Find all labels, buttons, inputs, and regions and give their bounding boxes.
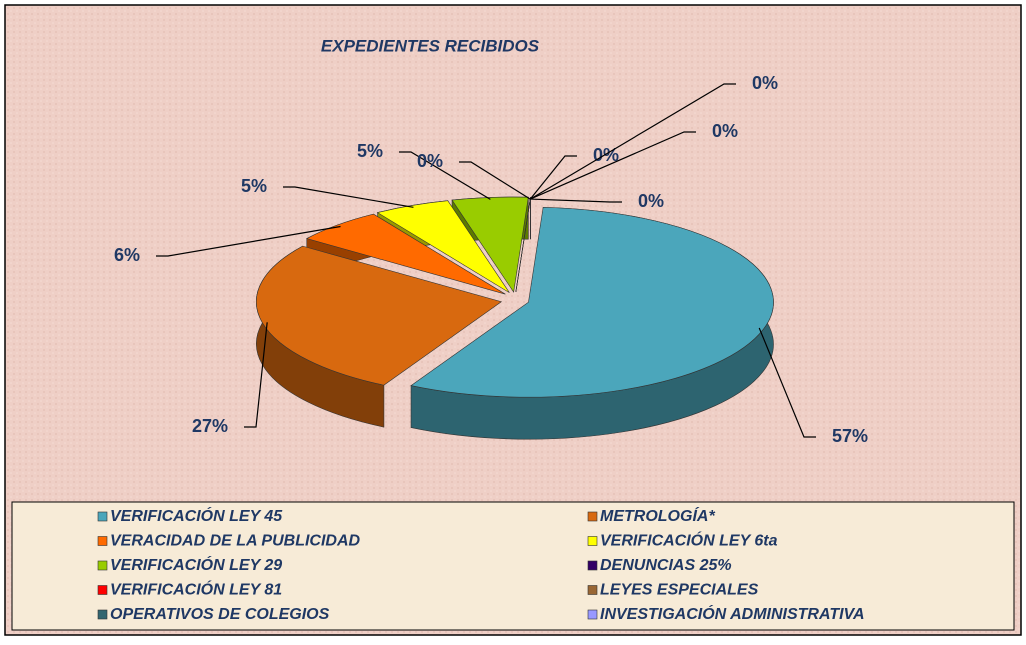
legend-swatch (97, 609, 108, 620)
legend-swatch (587, 585, 598, 595)
leader-line (283, 186, 414, 208)
pie-slice (410, 207, 774, 398)
pie-slice (256, 245, 503, 386)
legend-swatch (97, 585, 108, 595)
legend-swatch (587, 511, 598, 522)
leader-line (529, 131, 696, 200)
legend-swatch (587, 609, 598, 620)
leader-line (156, 225, 341, 257)
legend-box (11, 501, 1015, 631)
legend-swatch (97, 511, 108, 522)
legend-label: VERACIDAD DE LA PUBLICIDAD (110, 533, 361, 550)
legend-label: INVESTIGACIÓN ADMINISTRATIVA (600, 604, 865, 623)
legend-label: VERIFICACIÓN LEY 29 (110, 555, 282, 574)
legend-swatch (97, 536, 108, 546)
leader-line (530, 198, 622, 203)
data-label: 0% (638, 191, 664, 211)
legend-label: DENUNCIAS 25% (600, 557, 732, 574)
data-label: 5% (357, 141, 383, 161)
leader-line (529, 155, 577, 200)
legend-label: OPERATIVOS DE COLEGIOS (110, 606, 330, 623)
leader-line (399, 151, 491, 200)
legend-swatch (587, 536, 598, 546)
data-label: 27% (192, 416, 228, 436)
leader-line (459, 161, 531, 200)
leader-line (529, 83, 736, 200)
pie-slice (305, 213, 506, 295)
legend-label: LEYES ESPECIALES (600, 582, 759, 599)
legend-label: METROLOGÍA* (600, 506, 715, 525)
pie-slice (376, 200, 510, 293)
data-label: 57% (832, 426, 868, 446)
data-label: 0% (752, 73, 778, 93)
data-label: 5% (241, 176, 267, 196)
data-label: 6% (114, 245, 140, 265)
chart-title: EXPEDIENTES RECIBIDOS (321, 36, 540, 55)
legend-label: VERIFICACIÓN LEY 81 (110, 580, 282, 599)
leader-line (758, 327, 816, 438)
legend-swatch (587, 560, 598, 571)
legend-label: VERIFICACIÓN LEY 45 (110, 506, 283, 525)
leader-line (244, 322, 268, 428)
legend-label: VERIFICACIÓN LEY 6ta (600, 531, 778, 550)
data-label: 0% (417, 151, 443, 171)
data-label: 0% (712, 121, 738, 141)
legend-swatch (97, 560, 108, 571)
